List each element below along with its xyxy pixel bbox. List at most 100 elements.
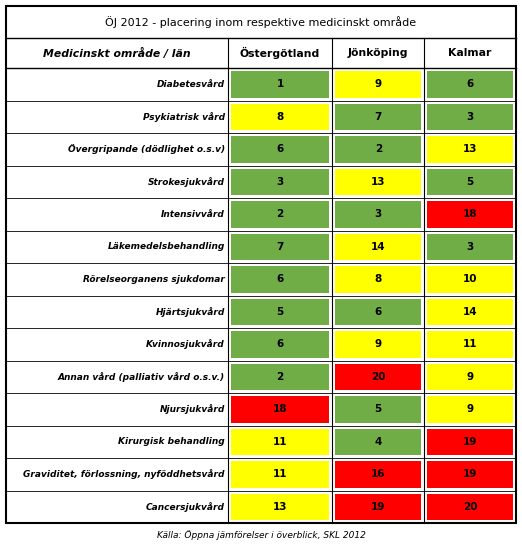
Text: 4: 4 — [375, 437, 382, 447]
Text: Annan vård (palliativ vård o.s.v.): Annan vård (palliativ vård o.s.v.) — [58, 372, 225, 382]
Text: 7: 7 — [375, 112, 382, 122]
Text: Kirurgisk behandling: Kirurgisk behandling — [118, 437, 225, 446]
Text: 20: 20 — [463, 502, 477, 512]
Text: 13: 13 — [371, 177, 386, 187]
Text: 2: 2 — [277, 372, 284, 382]
Text: 19: 19 — [371, 502, 385, 512]
Text: 3: 3 — [467, 112, 474, 122]
Bar — [427, 103, 513, 130]
Bar — [336, 266, 421, 293]
Bar — [231, 429, 329, 455]
Bar — [427, 169, 513, 195]
Text: Njursjukvård: Njursjukvård — [160, 404, 225, 414]
Bar — [6, 68, 516, 101]
Bar — [427, 71, 513, 97]
Text: 7: 7 — [277, 242, 284, 252]
Bar — [231, 169, 329, 195]
Bar — [6, 361, 516, 393]
Text: 6: 6 — [467, 79, 474, 89]
Bar — [231, 299, 329, 325]
Bar — [336, 136, 421, 163]
Text: Rörelseorganens sjukdomar: Rörelseorganens sjukdomar — [83, 275, 225, 284]
Bar — [6, 393, 516, 425]
Bar — [231, 396, 329, 422]
Bar — [427, 201, 513, 227]
Text: Strokesjukvård: Strokesjukvård — [148, 177, 225, 187]
Text: 6: 6 — [375, 307, 382, 317]
Text: 13: 13 — [463, 144, 477, 154]
Bar — [427, 493, 513, 520]
Bar — [336, 331, 421, 357]
Bar — [231, 493, 329, 520]
Text: Graviditet, förlossning, nyföddhetsvård: Graviditet, förlossning, nyföddhetsvård — [23, 469, 225, 479]
Bar — [336, 363, 421, 390]
Text: 6: 6 — [277, 144, 284, 154]
Text: 3: 3 — [375, 209, 382, 219]
Bar — [336, 429, 421, 455]
Bar — [427, 136, 513, 163]
Text: Diabetesvård: Diabetesvård — [157, 80, 225, 88]
Bar — [6, 165, 516, 198]
Bar — [427, 299, 513, 325]
Bar — [6, 328, 516, 361]
Text: 14: 14 — [463, 307, 478, 317]
Bar — [231, 136, 329, 163]
Text: 5: 5 — [375, 404, 382, 414]
Bar — [427, 461, 513, 488]
Text: Psykiatrisk vård: Psykiatrisk vård — [143, 112, 225, 122]
Bar — [231, 266, 329, 293]
Text: 19: 19 — [463, 437, 477, 447]
Text: 8: 8 — [277, 112, 284, 122]
Text: 2: 2 — [375, 144, 382, 154]
Bar — [336, 103, 421, 130]
Text: 9: 9 — [467, 404, 473, 414]
Text: 19: 19 — [463, 469, 477, 479]
Text: Läkemedelsbehandling: Läkemedelsbehandling — [108, 242, 225, 251]
Bar — [6, 133, 516, 165]
Bar — [427, 396, 513, 422]
Text: 1: 1 — [277, 79, 284, 89]
Text: Hjärtsjukvård: Hjärtsjukvård — [156, 307, 225, 317]
Bar — [6, 6, 516, 38]
Bar — [231, 71, 329, 97]
Bar — [336, 169, 421, 195]
Text: Kalmar: Kalmar — [448, 48, 492, 58]
Text: Övergripande (dödlighet o.s.v): Övergripande (dödlighet o.s.v) — [68, 144, 225, 154]
Text: 11: 11 — [273, 437, 288, 447]
Text: 13: 13 — [273, 502, 288, 512]
Bar — [336, 493, 421, 520]
Bar — [6, 263, 516, 295]
Bar — [6, 458, 516, 491]
Bar — [336, 396, 421, 422]
Text: 5: 5 — [277, 307, 284, 317]
Bar — [427, 429, 513, 455]
Text: 9: 9 — [467, 372, 473, 382]
Bar — [231, 103, 329, 130]
Text: 5: 5 — [467, 177, 474, 187]
Text: 9: 9 — [375, 79, 382, 89]
Text: 3: 3 — [277, 177, 284, 187]
Text: 8: 8 — [375, 274, 382, 284]
Text: Jönköping: Jönköping — [348, 48, 409, 58]
Bar — [6, 38, 516, 68]
Text: 16: 16 — [371, 469, 386, 479]
Text: 9: 9 — [375, 339, 382, 349]
Text: 2: 2 — [277, 209, 284, 219]
Bar — [231, 363, 329, 390]
Bar — [336, 71, 421, 97]
Text: 18: 18 — [463, 209, 477, 219]
Text: Intensivvård: Intensivvård — [161, 210, 225, 219]
Bar — [6, 425, 516, 458]
Bar — [6, 491, 516, 523]
Text: Kvinnosjukvård: Kvinnosjukvård — [146, 340, 225, 349]
Bar — [231, 331, 329, 357]
Bar — [427, 331, 513, 357]
Text: 14: 14 — [371, 242, 386, 252]
Text: Källa: Öppna jämförelser i överblick, SKL 2012: Källa: Öppna jämförelser i överblick, SK… — [157, 530, 365, 540]
Text: ÖJ 2012 - placering inom respektive medicinskt område: ÖJ 2012 - placering inom respektive medi… — [105, 16, 417, 28]
Text: 10: 10 — [463, 274, 477, 284]
Text: Östergötland: Östergötland — [240, 47, 321, 59]
Text: Medicinskt område / län: Medicinskt område / län — [43, 48, 191, 59]
Bar — [336, 299, 421, 325]
Bar — [231, 201, 329, 227]
